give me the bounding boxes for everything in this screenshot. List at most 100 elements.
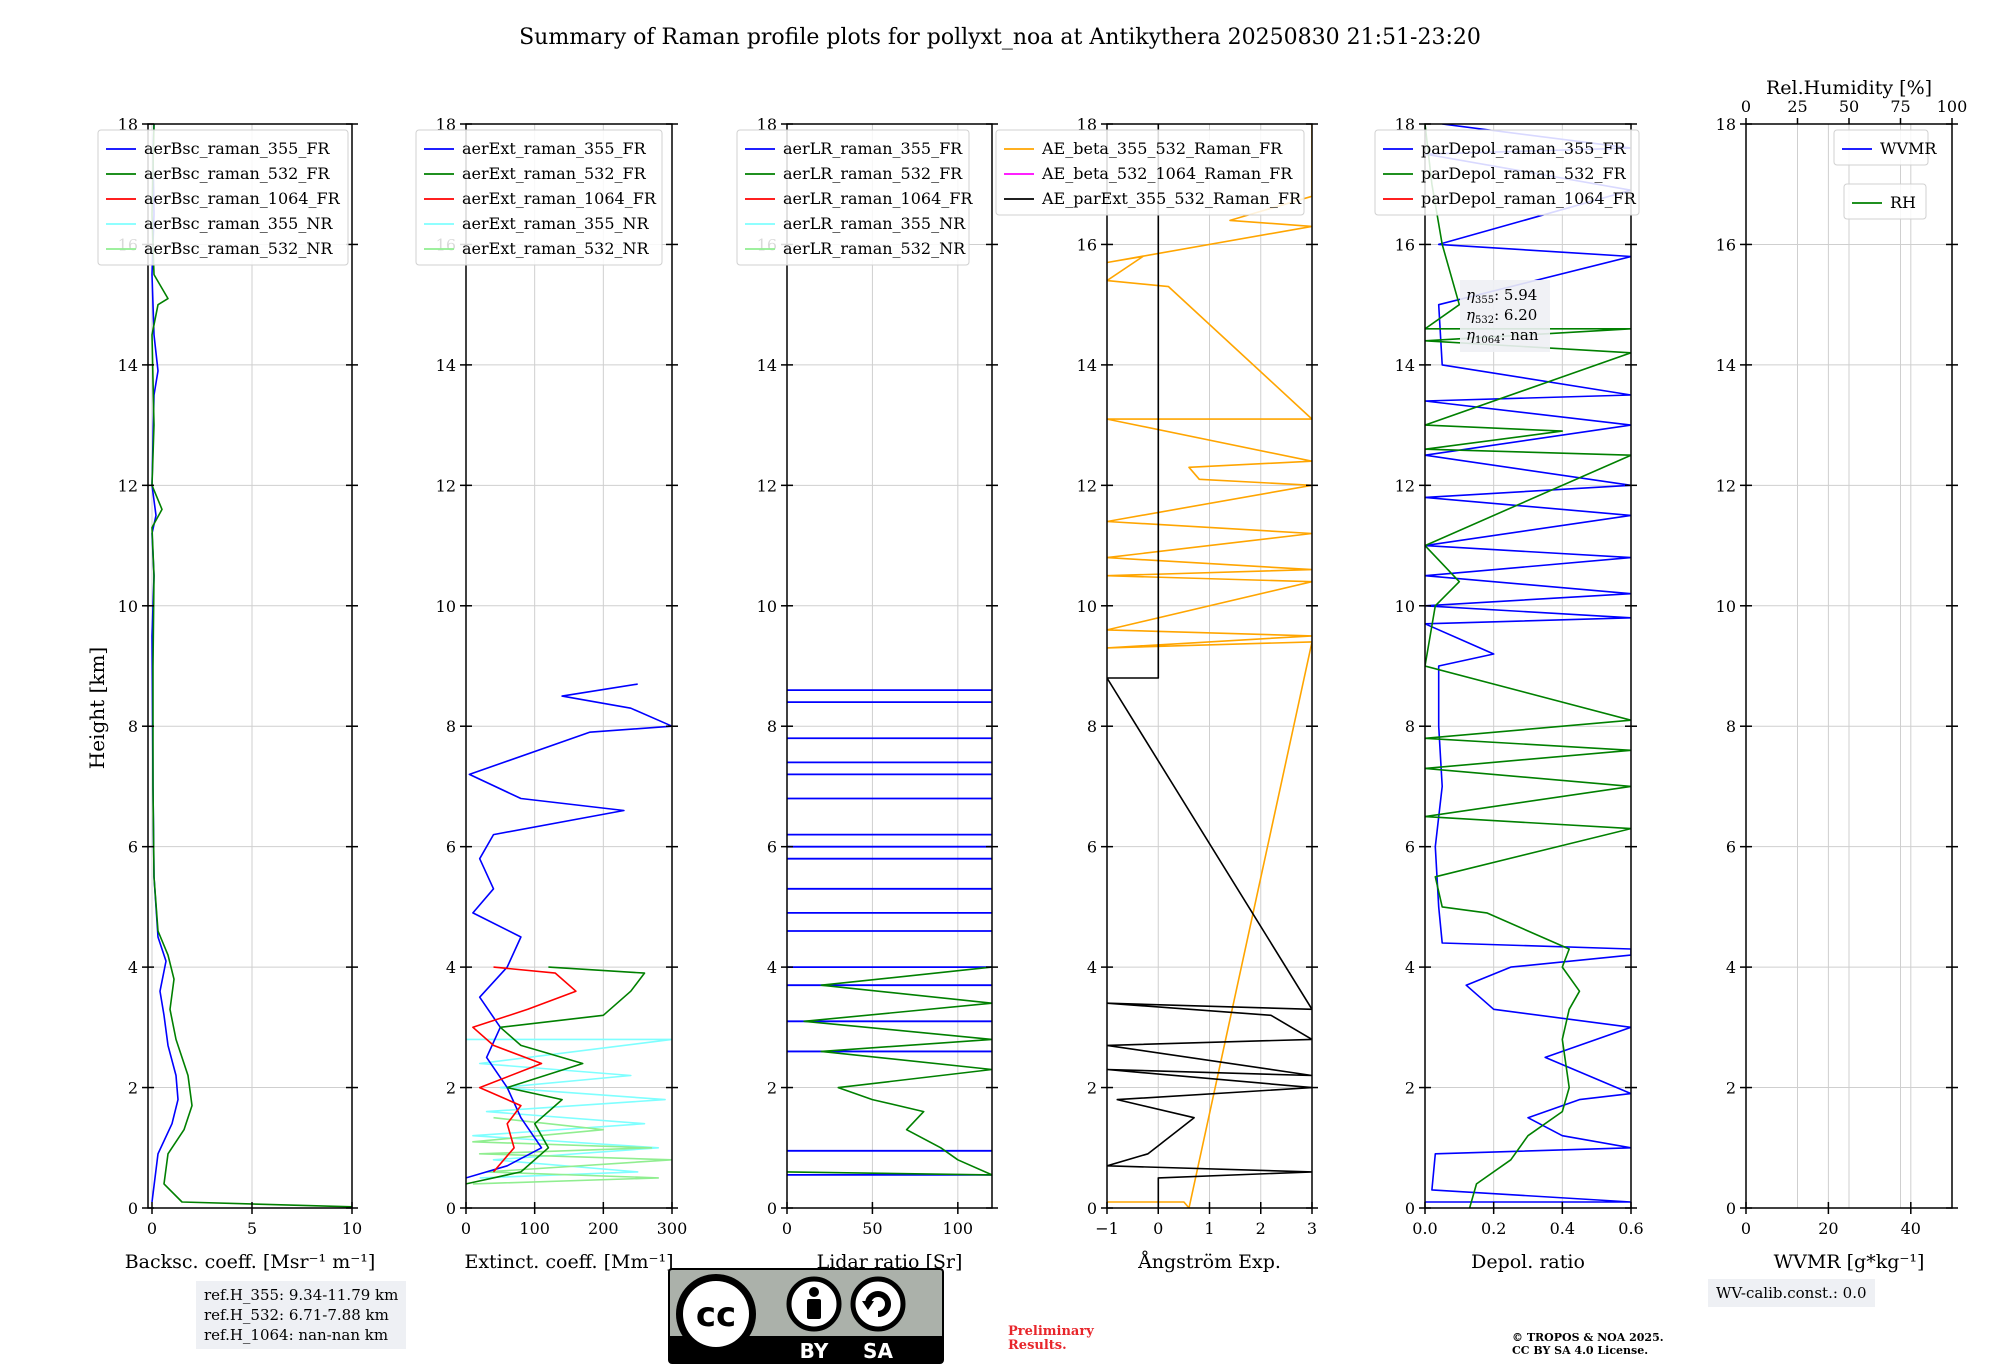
y-tick-label: 0 (1087, 1199, 1097, 1218)
series-parDepol_raman_532_FR (1425, 124, 1631, 1208)
x-tick-label: 0 (782, 1219, 792, 1238)
y-axis-label: Height [km] (85, 647, 109, 769)
x-tick-label: 0 (1741, 1219, 1751, 1238)
axes-frame (786, 123, 993, 1209)
y-tick-label: 12 (118, 476, 138, 495)
eta-value: : 5.94 (1494, 286, 1537, 304)
x-axis-label: Ångström Exp. (1137, 1251, 1281, 1273)
series-aerExt_raman_532_FR (466, 966, 646, 1185)
x-axis-label: Backsc. coeff. [Msr⁻¹ m⁻¹] (125, 1251, 376, 1273)
y-tick-label: 16 (1716, 235, 1736, 254)
y-tick-label: 18 (757, 115, 777, 134)
legend-label: RH (1890, 193, 1916, 212)
legend: RH (1843, 183, 1927, 220)
eta-subscript: 355 (1475, 295, 1494, 306)
figure-title: Summary of Raman profile plots for polly… (519, 25, 1481, 50)
x-tick-label: 50 (862, 1219, 882, 1238)
eta-symbol: η (1466, 306, 1475, 324)
x-axis-label: Extinct. coeff. [Mm⁻¹] (464, 1251, 673, 1273)
panels-group: 0246810121416180510Backsc. coeff. [Msr⁻¹… (97, 77, 1968, 1273)
eta-subscript: 1064 (1475, 335, 1500, 346)
x-tick-label: 40 (1901, 1219, 1921, 1238)
wv-calib-box: WV-calib.const.: 0.0 (1708, 1279, 1875, 1307)
x-tick-label: −1 (1095, 1219, 1119, 1238)
legend-label: aerLR_raman_355_NR (783, 214, 966, 233)
x-tick-label: 0 (1153, 1219, 1163, 1238)
top-x-tick-label: 100 (1937, 97, 1968, 116)
y-tick-label: 18 (1395, 115, 1415, 134)
legend-label: AE_beta_355_532_Raman_FR (1041, 139, 1283, 158)
y-tick-label: 4 (1087, 958, 1097, 977)
copyright-note: © TROPOS & NOA 2025. CC BY SA 4.0 Licens… (1512, 1331, 1664, 1357)
top-x-tick-label: 75 (1890, 97, 1910, 116)
y-tick-label: 6 (446, 838, 456, 857)
y-tick-label: 0 (1405, 1199, 1415, 1218)
panel-wv: 0 2 4 6 8 10 12 14 16 18 0 20 40 WVMR [g*kg⁻¹] 0 25 50 75… (1716, 77, 1968, 1273)
preliminary-line-2: Results. (1008, 1338, 1067, 1353)
legend-label: aerBsc_raman_355_FR (144, 139, 330, 158)
y-tick-label: 14 (118, 356, 138, 375)
series-group (151, 124, 352, 1208)
y-tick-label: 8 (128, 717, 138, 736)
x-tick-label: 2 (1256, 1219, 1266, 1238)
legend-label: parDepol_raman_532_FR (1421, 164, 1627, 183)
y-tick-label: 14 (1077, 356, 1097, 375)
y-tick-label: 12 (1395, 476, 1415, 495)
series-group (787, 689, 992, 1176)
legend-label: parDepol_raman_355_FR (1421, 139, 1627, 158)
legend: aerExt_raman_355_FR aerExt_raman_532_FRae… (415, 129, 663, 266)
x-axis-label: WVMR [g*kg⁻¹] (1774, 1251, 1925, 1273)
legend: aerLR_raman_355_FR aerLR_raman_532_FR aerL… (736, 129, 973, 266)
preliminary-note: Preliminary Results. (1008, 1325, 1094, 1353)
y-tick-label: 8 (1087, 717, 1097, 736)
legend-label: WVMR (1880, 139, 1937, 158)
y-tick-label: 2 (1087, 1079, 1097, 1098)
legend-label: aerExt_raman_1064_FR (462, 189, 657, 208)
eta-line: η1064: nan (1466, 326, 1539, 346)
y-tick-label: 10 (1716, 597, 1736, 616)
y-tick-label: 10 (1077, 597, 1097, 616)
y-tick-label: 6 (767, 838, 777, 857)
preliminary-line-1: Preliminary (1008, 1324, 1094, 1339)
eta-line: η355: 5.94 (1466, 286, 1537, 306)
legend-box (97, 129, 349, 266)
eta-symbol: η (1466, 326, 1475, 344)
y-tick-label: 4 (128, 958, 138, 977)
series-aerExt_raman_355_NR (466, 1038, 672, 1179)
y-tick-label: 14 (757, 356, 777, 375)
x-tick-label: 3 (1307, 1219, 1317, 1238)
cc-mark-text: cc (696, 1295, 736, 1335)
x-tick-label: 1 (1204, 1219, 1214, 1238)
y-tick-label: 4 (446, 958, 456, 977)
x-tick-label: 0 (461, 1219, 471, 1238)
panel-depol: 0 2 4 6 8 10 12 14 16 18 0.0 0.2 0.4 0.6 Depol. ratio p… (1374, 115, 1644, 1273)
x-tick-label: 200 (588, 1219, 619, 1238)
sa-recycle-icon (850, 1276, 906, 1332)
series-aerExt_raman_1064_FR (472, 966, 577, 1173)
x-axis-label: Lidar ratio [Sr] (817, 1251, 963, 1273)
legend-label: aerBsc_raman_1064_FR (144, 189, 341, 208)
series-aerExt_raman_532_NR (472, 1116, 672, 1185)
x-tick-label: 10 (342, 1219, 362, 1238)
y-tick-label: 10 (118, 597, 138, 616)
legend-box (1374, 129, 1640, 216)
series-aerBsc_raman_355_FR (151, 124, 179, 1203)
y-tick-label: 0 (1726, 1199, 1736, 1218)
y-tick-label: 12 (436, 476, 456, 495)
sa-arrow-arc (865, 1291, 891, 1317)
eta-line: η532: 6.20 (1466, 306, 1537, 326)
series-aerExt_raman_355_FR (466, 683, 672, 1179)
y-tick-label: 6 (128, 838, 138, 857)
x-tick-label: 100 (943, 1219, 974, 1238)
legend: AE_beta_355_532_Raman_FR AE_beta_532_1064… (995, 129, 1305, 216)
axes-frame (465, 123, 673, 1209)
y-tick-label: 8 (446, 717, 456, 736)
y-tick-label: 6 (1087, 838, 1097, 857)
y-tick-label: 0 (767, 1199, 777, 1218)
y-tick-label: 12 (757, 476, 777, 495)
y-tick-label: 8 (1405, 717, 1415, 736)
eta-symbol: η (1466, 286, 1475, 304)
x-tick-label: 0.2 (1481, 1219, 1506, 1238)
